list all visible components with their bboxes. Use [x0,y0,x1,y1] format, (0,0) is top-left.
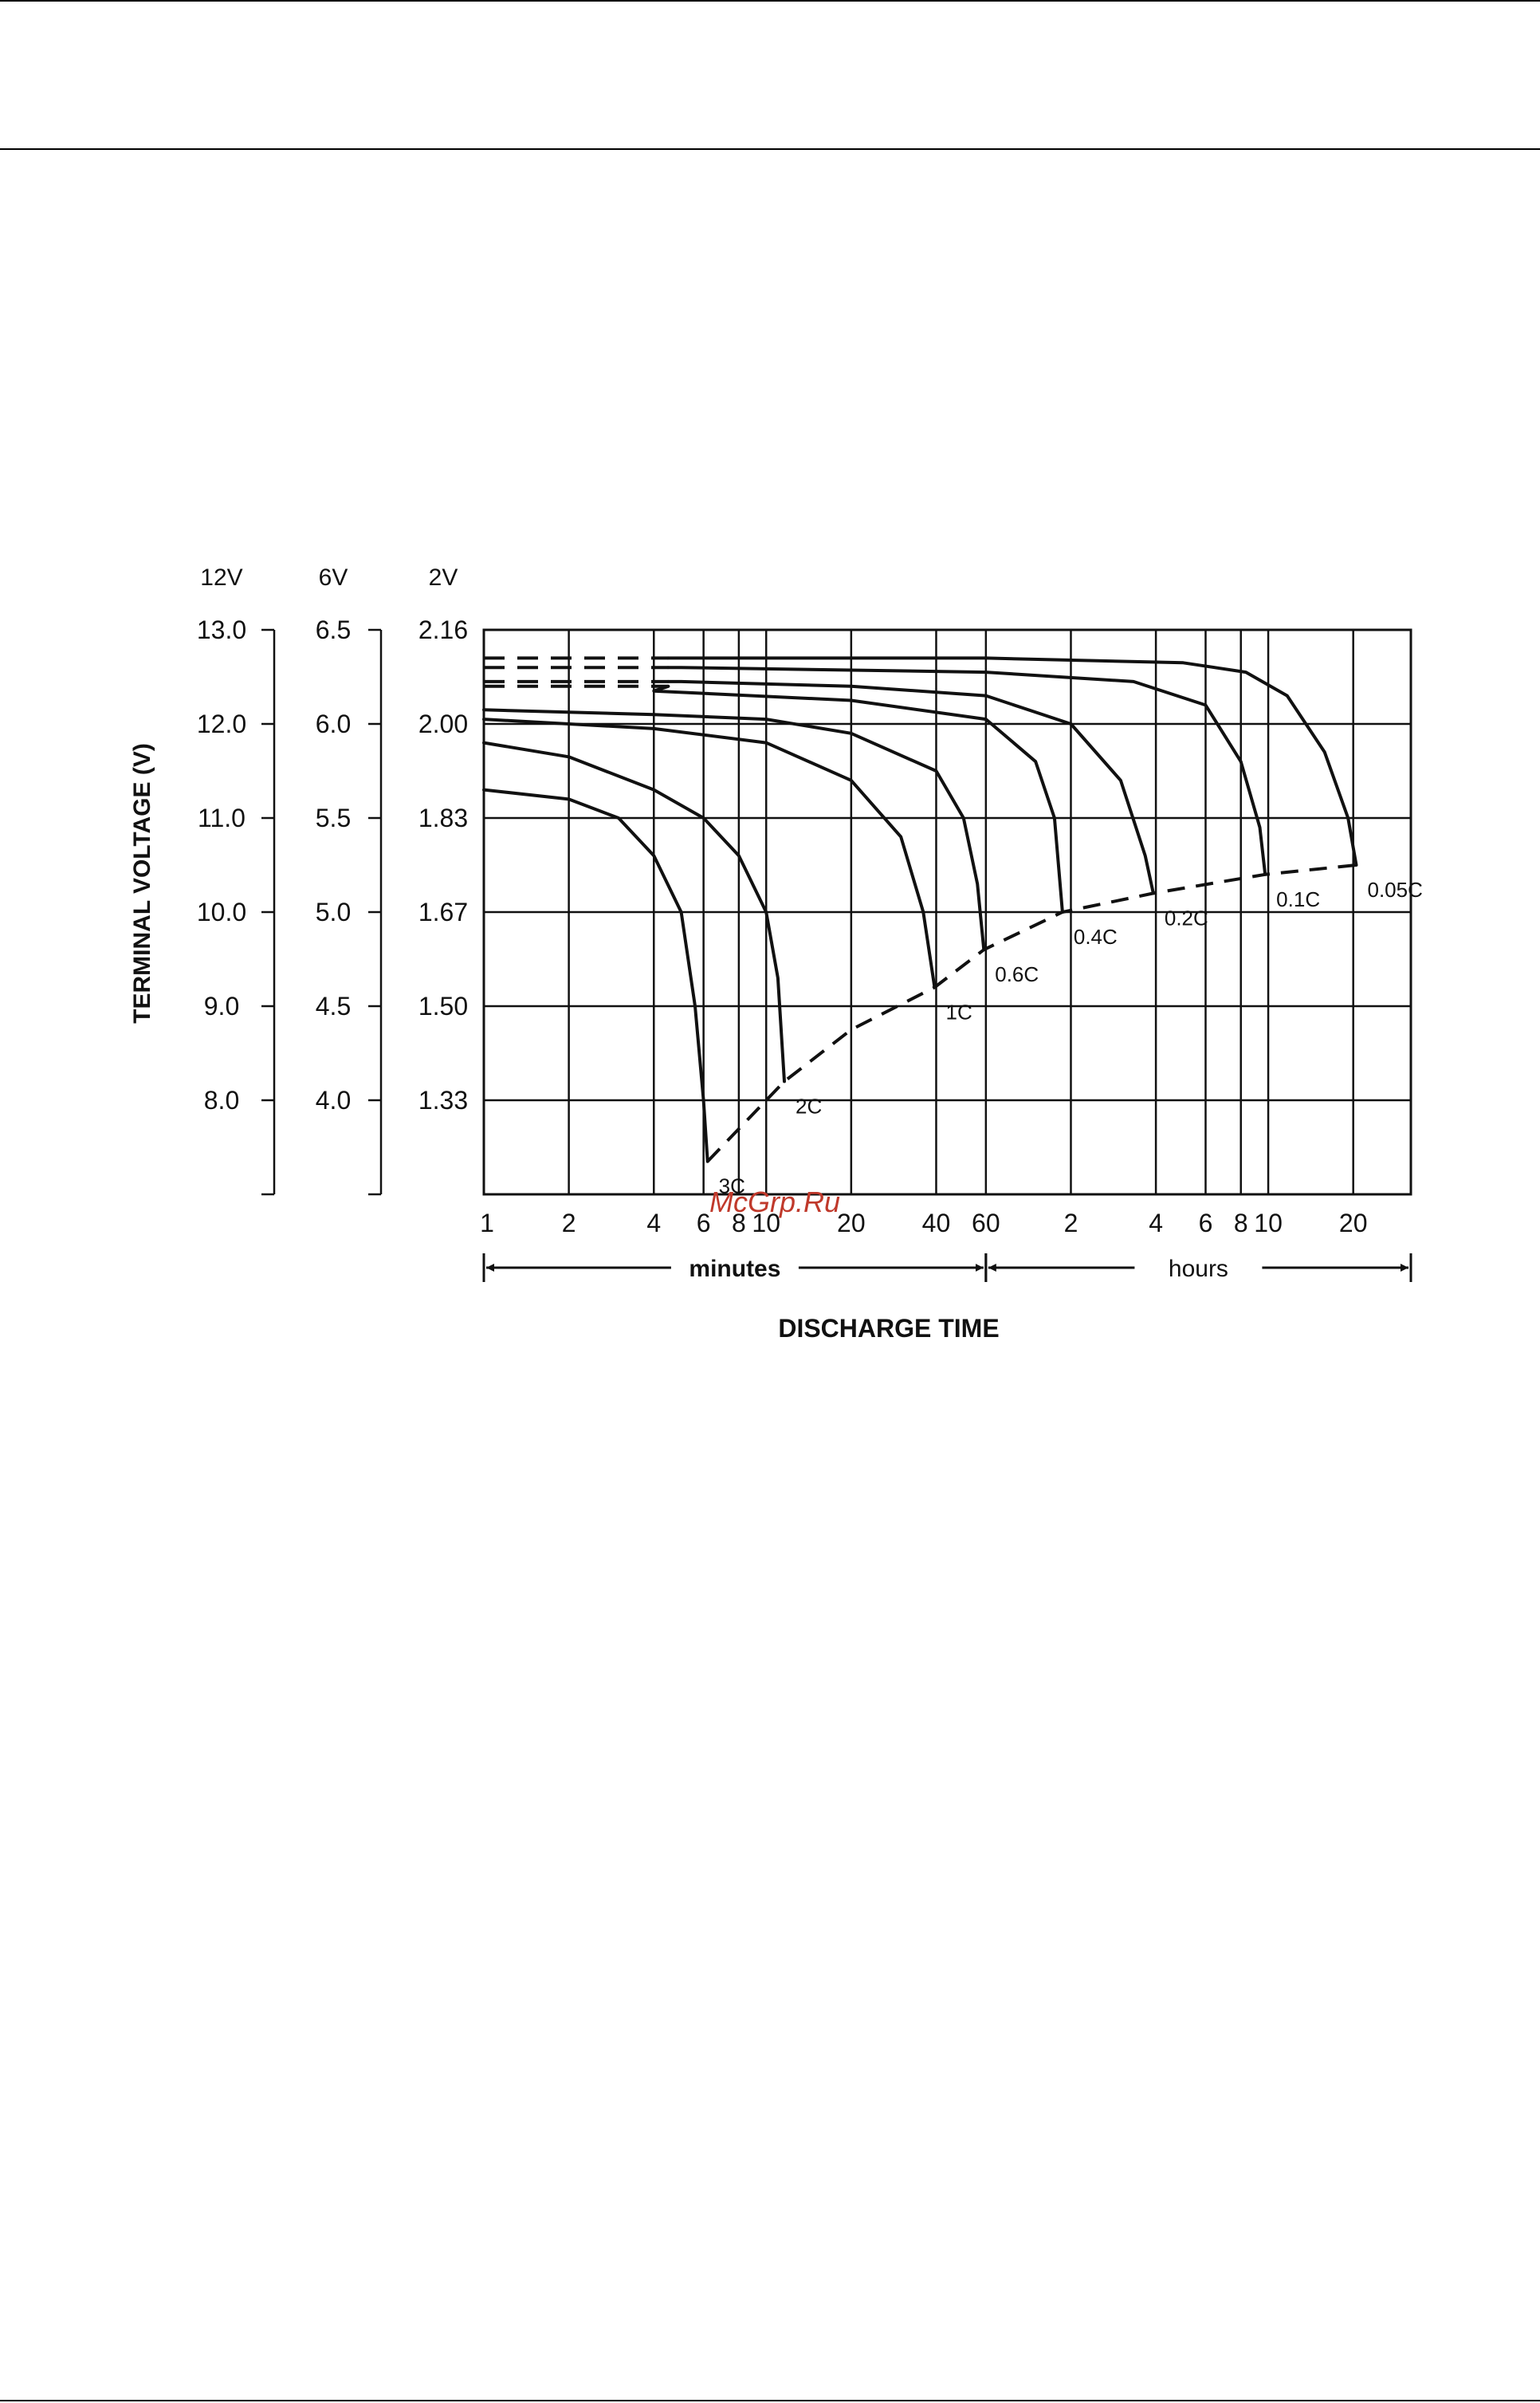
footer-rule [0,2400,1540,2401]
x-tick-label: 10 [1254,1209,1283,1237]
y-tick-label: 9.0 [204,992,239,1021]
series-label: 0.4C [1074,925,1118,949]
x-tick-label: 2 [1064,1209,1078,1237]
x-tick-label: 40 [922,1209,951,1237]
x-tick-label: 10 [752,1209,780,1237]
x-tick-label: 20 [837,1209,866,1237]
y-tick-label: 11.0 [198,804,246,832]
y-tick-label: 1.50 [418,992,468,1021]
header-rule-top [0,0,1540,2]
x-tick-label: 8 [732,1209,746,1237]
series-label: 1C [946,1000,972,1024]
x-tick-label: 20 [1339,1209,1368,1237]
series-line-3C [482,788,709,1163]
series-label: 3C [719,1174,745,1198]
y-tick-label: 8.0 [204,1086,239,1115]
series-line-0_05C [666,656,1358,867]
x-tick-label: 8 [1234,1209,1248,1237]
y-axis-header: 12V [200,564,242,591]
y-tick-label: 1.67 [418,898,468,926]
series-line-0_2C [666,679,1155,895]
x-tick-label: 6 [1199,1209,1213,1237]
series-line-0_6C [482,708,986,952]
series-labels: 3C 2C 1C 0.6C 0.4C 0.2C 0.1C 0.05C [719,878,1423,1198]
y-tick-label: 2.00 [418,710,468,738]
y-axes: 12V 13.0 12.0 11.0 10.0 9.0 8.0 6V 6.5 6.0 5.5 5.0 4… [197,564,468,1196]
y-axis-title: TERMINAL VOLTAGE (V) [129,743,155,1024]
series-line-2C [482,741,786,1084]
time-range-arrows: minutes hours [482,1253,1412,1282]
y-tick-label: 12.0 [197,710,246,738]
cutoff-curve [706,863,1357,1163]
range-label: hours [1169,1256,1228,1282]
x-tick-label: 60 [972,1209,1000,1237]
y-tick-label: 1.83 [418,804,468,832]
series-label: 0.05C [1367,878,1422,902]
y-tick-label: 6.5 [316,615,351,644]
y-tick-label: 5.5 [316,804,351,832]
x-tick-label: 1 [480,1209,494,1237]
watermark-text: McGrp.Ru [709,1186,840,1218]
series-line-1C [482,718,937,989]
y-tick-label: 2.16 [418,615,468,644]
y-axis-header: 2V [429,564,458,591]
y-tick-label: 10.0 [197,898,246,926]
x-tick-label: 2 [562,1209,576,1237]
header-rule-bottom [0,148,1540,150]
y-tick-label: 4.5 [316,992,351,1021]
x-tick-label: 4 [1149,1209,1163,1237]
x-tick-label: 6 [697,1209,711,1237]
series-label: 2C [796,1094,822,1118]
series-label: 0.2C [1165,906,1208,930]
y-tick-label: 4.0 [316,1086,351,1115]
y-tick-label: 5.0 [316,898,351,926]
y-tick-label: 6.0 [316,710,351,738]
x-tick-label: 4 [646,1209,661,1237]
x-axis-title: DISCHARGE TIME [778,1314,999,1343]
series-curves [482,656,1358,1163]
series-label: 0.6C [995,962,1039,986]
series-line-0_1C [666,666,1267,876]
series-label: 0.1C [1276,887,1320,911]
y-axis-header: 6V [319,564,348,591]
y-tick-label: 1.33 [418,1086,468,1115]
x-tick-labels: 1 2 4 6 8 10 20 40 60 2 4 6 8 10 20 [480,1209,1367,1237]
range-label: minutes [689,1256,780,1282]
y-tick-label: 13.0 [197,615,246,644]
cutoff-line [706,863,1357,1163]
series-line-0_4C [652,684,1064,914]
chart-grid [482,628,1412,1196]
